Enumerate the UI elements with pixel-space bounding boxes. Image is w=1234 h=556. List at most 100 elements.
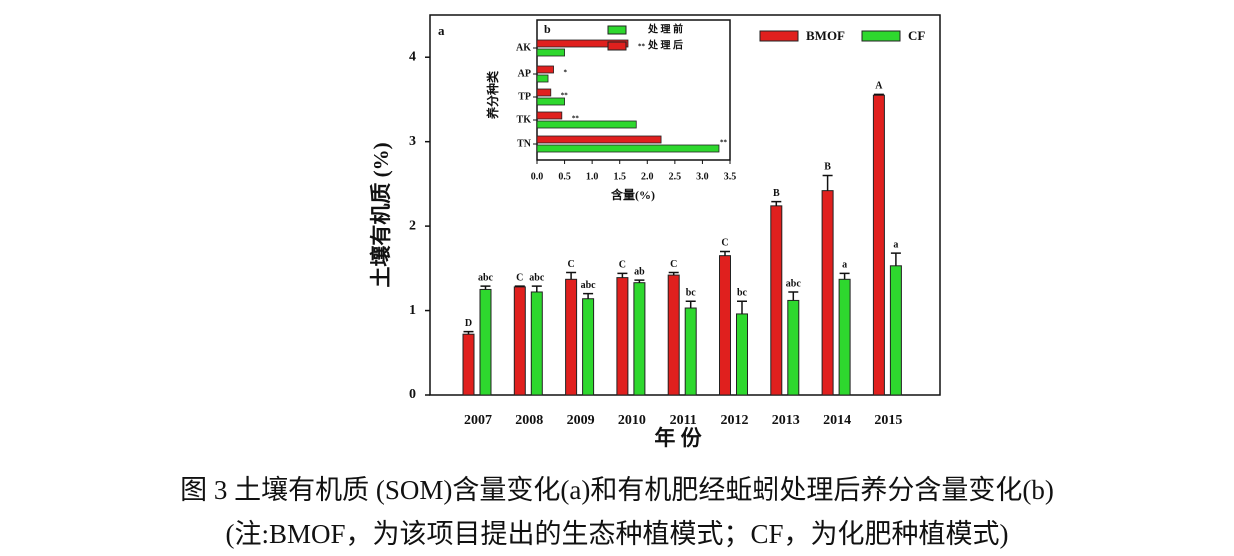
y-tick-label: TN <box>517 138 532 149</box>
y-tick-label: 1 <box>409 303 416 318</box>
x-tick-label: 0.0 <box>531 171 544 182</box>
y-tick-label: 3 <box>409 134 416 149</box>
error-bar <box>890 252 901 266</box>
bar <box>536 39 629 48</box>
significance-letter: C <box>567 259 574 270</box>
bar <box>462 333 475 396</box>
x-tick-label: 2014 <box>823 413 851 428</box>
x-tick-label: 2015 <box>874 413 902 428</box>
legend-label: 处 理 后 <box>647 38 683 51</box>
significance-mark: ** <box>572 115 580 123</box>
bar <box>889 265 902 396</box>
x-tick-label: 2010 <box>618 413 646 428</box>
y-tick-label: AK <box>516 42 531 53</box>
legend-label: 处 理 前 <box>647 22 683 35</box>
x-tick-label: 2008 <box>515 413 543 428</box>
legend-label: CF <box>908 28 925 43</box>
x-tick-label: 2007 <box>464 413 492 428</box>
significance-mark: ** <box>720 139 728 147</box>
significance-mark: * <box>564 69 568 77</box>
significance-letter: abc <box>786 278 802 289</box>
panel-label: b <box>544 22 551 36</box>
caption-note: (注:BMOF，为该项目提出的生态种植模式；CF，为化肥种植模式) <box>225 519 1009 549</box>
bar <box>633 282 646 396</box>
x-tick-label: 1.5 <box>613 171 626 182</box>
bar <box>787 299 800 396</box>
bar <box>536 144 720 153</box>
bar <box>530 291 543 396</box>
significance-letter: C <box>721 238 728 249</box>
legend-label: BMOF <box>806 28 845 43</box>
x-tick-label: 2011 <box>670 413 697 428</box>
error-bar <box>822 174 833 191</box>
y-tick-label: 4 <box>409 49 416 64</box>
legend-swatch <box>759 30 799 42</box>
error-bar <box>685 300 696 309</box>
significance-letter: C <box>670 259 677 270</box>
bar <box>719 255 731 396</box>
x-tick-label: 2012 <box>721 413 749 428</box>
significance-letter: C <box>619 260 626 271</box>
significance-letter: abc <box>478 272 494 283</box>
bar <box>616 277 629 396</box>
significance-letter: ab <box>634 266 645 277</box>
y-axis-label: 土壤有机质 (%) <box>369 142 393 287</box>
significance-letter: bc <box>737 288 748 299</box>
bar <box>536 74 549 83</box>
error-bar <box>839 272 850 280</box>
x-axis-label: 年 份 <box>654 426 702 450</box>
significance-letter: bc <box>686 288 697 299</box>
x-tick-label: 2009 <box>567 413 595 428</box>
x-tick-label: 2.5 <box>669 171 682 182</box>
error-bar <box>737 300 747 314</box>
significance-letter: B <box>824 162 831 173</box>
significance-mark: ** <box>638 43 646 51</box>
legend-swatch <box>607 41 627 51</box>
bar <box>565 278 578 396</box>
panel-label: a <box>438 23 445 38</box>
bar <box>821 190 834 396</box>
error-bar <box>873 93 884 96</box>
y-tick-label: 0 <box>409 387 416 402</box>
bar <box>838 278 851 396</box>
significance-letter: C <box>516 272 523 283</box>
x-tick-label: 3.0 <box>696 171 709 182</box>
significance-letter: B <box>773 188 780 199</box>
bar <box>536 111 563 120</box>
x-tick-label: 1.0 <box>586 171 599 182</box>
error-bar <box>771 200 782 206</box>
y-tick-label: AP <box>518 68 531 79</box>
error-bar <box>720 250 730 256</box>
bar <box>536 135 662 144</box>
error-bar <box>634 279 645 283</box>
error-bar <box>514 285 525 287</box>
y-tick-label: TK <box>517 114 532 125</box>
x-tick-label: 2013 <box>772 413 800 428</box>
error-bar <box>788 291 799 301</box>
bar <box>536 88 552 97</box>
error-bar <box>566 271 577 280</box>
significance-letter: abc <box>581 280 597 291</box>
significance-mark: ** <box>561 92 569 100</box>
bar <box>667 274 680 396</box>
error-bar <box>617 272 628 278</box>
bar <box>536 120 637 129</box>
bar <box>479 288 492 396</box>
legend-swatch <box>607 25 627 35</box>
significance-letter: a <box>842 260 847 271</box>
significance-letter: a <box>893 239 898 250</box>
bar <box>536 65 554 74</box>
error-bar <box>480 285 491 290</box>
y-axis-label: 养分种类 <box>485 70 500 120</box>
y-tick-label: 2 <box>409 218 416 233</box>
significance-letter: A <box>875 81 883 92</box>
bar <box>770 205 783 396</box>
significance-letter: D <box>465 318 472 329</box>
x-tick-label: 0.5 <box>558 171 571 182</box>
error-bar <box>463 330 474 335</box>
y-tick-label: TP <box>518 91 531 102</box>
bar <box>684 307 697 396</box>
significance-letter: abc <box>529 272 545 283</box>
